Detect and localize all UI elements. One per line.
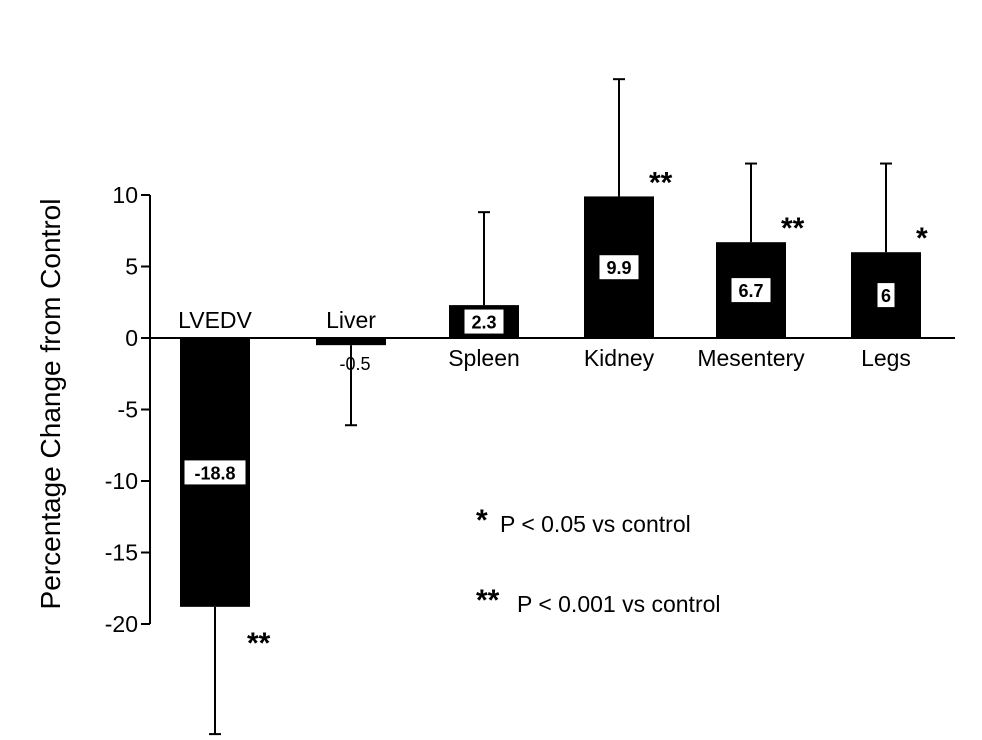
value-label-bg	[184, 460, 246, 485]
y-tick-label: -10	[105, 468, 138, 494]
bars	[180, 78, 921, 736]
labels: LVEDV Liver Spleen Kidney Mesentery Legs -18.8…	[178, 166, 928, 659]
category-label: Spleen	[448, 345, 520, 371]
value-label-bg	[877, 283, 895, 308]
legend-text-1: P < 0.05 vs control	[500, 511, 691, 537]
category-label: Kidney	[584, 345, 655, 371]
value-label: -18.8	[194, 463, 235, 483]
significance-marker: *	[916, 222, 928, 255]
y-tick-label: 5	[125, 254, 138, 280]
value-label-bg	[599, 255, 639, 280]
y-tick-label: 0	[125, 325, 138, 351]
value-label: -0.5	[339, 354, 370, 374]
category-label: Liver	[326, 307, 376, 333]
legend: * P < 0.05 vs control ** P < 0.001 vs co…	[476, 504, 721, 617]
bar-liver	[316, 338, 386, 346]
category-label: LVEDV	[178, 307, 252, 333]
significance-marker: **	[247, 627, 271, 660]
legend-marker-2: **	[476, 584, 500, 617]
value-label-bg	[464, 309, 504, 334]
significance-marker: **	[781, 212, 805, 245]
value-label-bg	[731, 278, 771, 303]
y-tick-label: -5	[118, 397, 138, 423]
value-label: 9.9	[606, 258, 631, 278]
category-label: Legs	[861, 345, 911, 371]
category-label: Mesentery	[697, 345, 805, 371]
value-label: 6.7	[738, 281, 763, 301]
y-tick-label: -20	[105, 611, 138, 637]
y-tick-label: 10	[112, 182, 138, 208]
value-label: 2.3	[471, 313, 496, 333]
legend-marker-1: *	[476, 504, 488, 537]
legend-text-2: P < 0.001 vs control	[517, 591, 721, 617]
y-axis-label: Percentage Change from Control	[35, 199, 66, 610]
significance-marker: **	[649, 166, 673, 199]
value-label: 6	[881, 286, 891, 306]
axes: 10 5 0 -5 -10 -15 -20	[105, 182, 955, 637]
y-tick-label: -15	[105, 540, 138, 566]
